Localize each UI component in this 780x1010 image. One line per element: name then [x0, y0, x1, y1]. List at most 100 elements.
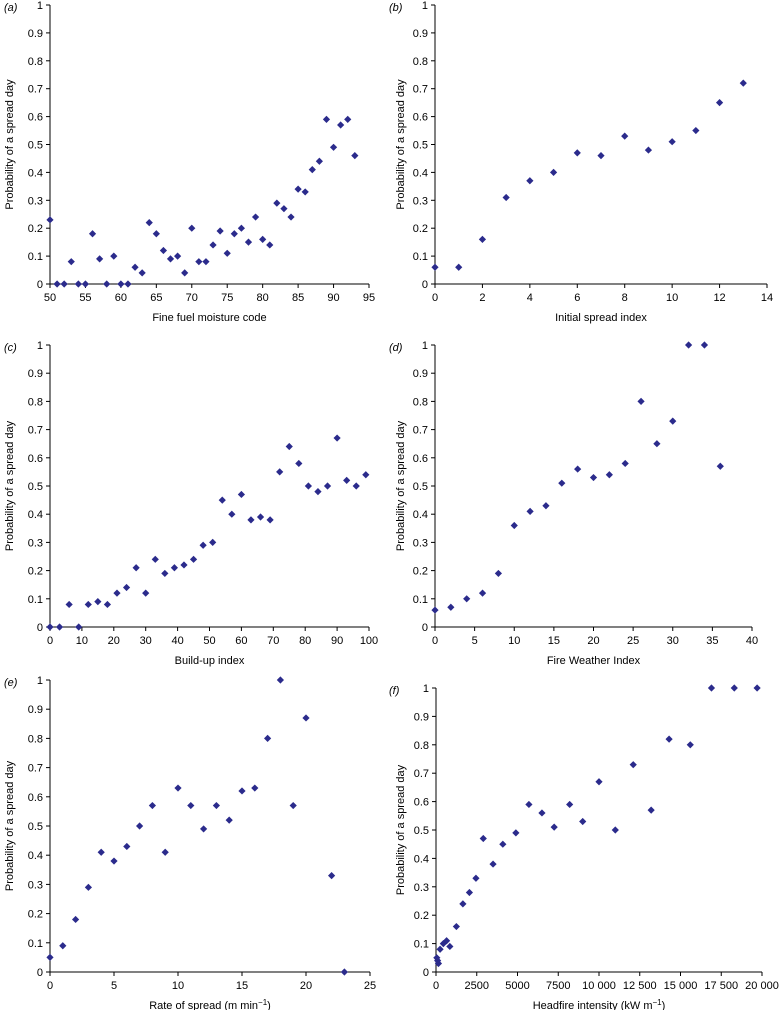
panel-label: (d) [389, 342, 403, 354]
x-tick-label: 90 [331, 635, 343, 647]
data-point [124, 280, 132, 288]
data-point [75, 623, 83, 631]
y-tick-label: 0.2 [28, 566, 43, 578]
data-point [251, 784, 259, 792]
x-tick-label: 4 [527, 292, 533, 304]
x-tick-label: 50 [203, 635, 215, 647]
data-point [216, 227, 224, 235]
data-point [276, 676, 284, 684]
y-tick-label: 0.6 [413, 112, 428, 124]
data-point [322, 115, 331, 123]
y-tick-label: 1 [422, 340, 428, 352]
data-point [295, 459, 303, 468]
data-point [637, 397, 645, 405]
data-point [81, 280, 90, 288]
y-tick-label: 0.1 [28, 594, 43, 606]
data-point [573, 149, 581, 157]
data-point [218, 496, 226, 504]
data-point [174, 252, 182, 260]
y-tick-label: 0.7 [413, 425, 428, 437]
data-point [549, 168, 558, 176]
data-point [333, 434, 341, 442]
data-point [340, 968, 348, 976]
data-point [46, 216, 54, 224]
y-tick-label: 1 [423, 683, 429, 695]
data-point [538, 809, 546, 817]
data-point [161, 569, 169, 578]
x-tick-label: 15 [548, 635, 560, 647]
data-point [96, 255, 104, 263]
data-point [266, 241, 274, 249]
y-axis-label: Probability of a spread day [395, 420, 407, 551]
x-tick-label: 30 [667, 635, 679, 647]
y-tick-label: 0.4 [28, 850, 43, 862]
x-tick-label: 2 [479, 292, 485, 304]
x-tick-label: 85 [292, 292, 304, 304]
data-point [478, 235, 487, 243]
y-tick-label: 0.3 [413, 195, 428, 207]
y-axis-label: Probability of a spread day [4, 79, 16, 210]
x-tick-label: 5 [472, 635, 478, 647]
data-point [209, 538, 217, 546]
y-tick-label: 0.2 [413, 566, 428, 578]
y-tick-label: 0.8 [413, 396, 428, 408]
data-point [289, 801, 297, 810]
data-point [510, 521, 518, 530]
y-tick-label: 0.8 [28, 396, 43, 408]
x-tick-label: 20 [300, 980, 312, 992]
y-tick-label: 0.5 [413, 140, 428, 152]
x-tick-label: 60 [235, 635, 247, 647]
x-tick-label: 10 000 [582, 980, 616, 992]
data-point [621, 132, 629, 140]
y-tick-label: 0.9 [28, 28, 43, 40]
panel-label: (f) [389, 685, 400, 697]
data-point [700, 341, 709, 349]
x-tick-label: 5000 [505, 980, 529, 992]
x-tick-label: 12 [713, 292, 725, 304]
x-tick-label: 0 [432, 635, 438, 647]
y-tick-label: 0.4 [28, 509, 43, 521]
y-tick-label: 0.5 [414, 825, 429, 837]
y-tick-label: 0.6 [28, 112, 43, 124]
x-tick-label: 55 [79, 292, 91, 304]
y-tick-label: 0.6 [28, 453, 43, 465]
x-tick-label: 95 [363, 292, 375, 304]
data-point [668, 138, 676, 146]
data-point [351, 152, 359, 160]
y-axis-label: Probability of a spread day [395, 764, 407, 895]
data-point [526, 507, 534, 515]
data-point [304, 482, 312, 490]
y-tick-label: 0.1 [413, 251, 428, 263]
data-point [301, 188, 309, 196]
data-point [228, 510, 236, 518]
data-point [223, 249, 231, 257]
y-axis-label: Probability of a spread day [395, 79, 407, 210]
x-tick-label: 20 [587, 635, 599, 647]
panel-label: (c) [4, 342, 17, 354]
data-point [558, 479, 566, 487]
x-tick-label: 15 000 [664, 980, 698, 992]
x-tick-label: 25 [627, 635, 639, 647]
y-tick-label: 0.3 [28, 195, 43, 207]
chart-panel-a: (a) 0 0.1 0.2 0.3 0.4 0.5 0.6 0.7 0.8 0.9 1 50 55 60 65… [4, 0, 375, 324]
data-point [499, 840, 507, 848]
data-point [166, 255, 175, 263]
data-point [110, 857, 118, 865]
x-tick-label: 35 [706, 635, 718, 647]
y-tick-label: 0 [422, 279, 428, 291]
data-point [132, 564, 140, 572]
x-tick-label: 10 [76, 635, 88, 647]
data-point [123, 842, 131, 851]
x-tick-label: 75 [221, 292, 233, 304]
data-point [494, 569, 502, 578]
data-point [110, 252, 118, 260]
y-tick-label: 0 [37, 279, 43, 291]
y-tick-label: 0.8 [414, 740, 429, 752]
x-tick-label: 100 [360, 635, 378, 647]
panel-label: (b) [389, 2, 403, 14]
data-point [512, 829, 520, 837]
data-point [67, 258, 75, 266]
x-tick-label: 0 [47, 980, 53, 992]
data-point [251, 213, 260, 221]
y-axis-label: Probability of a spread day [4, 420, 16, 551]
